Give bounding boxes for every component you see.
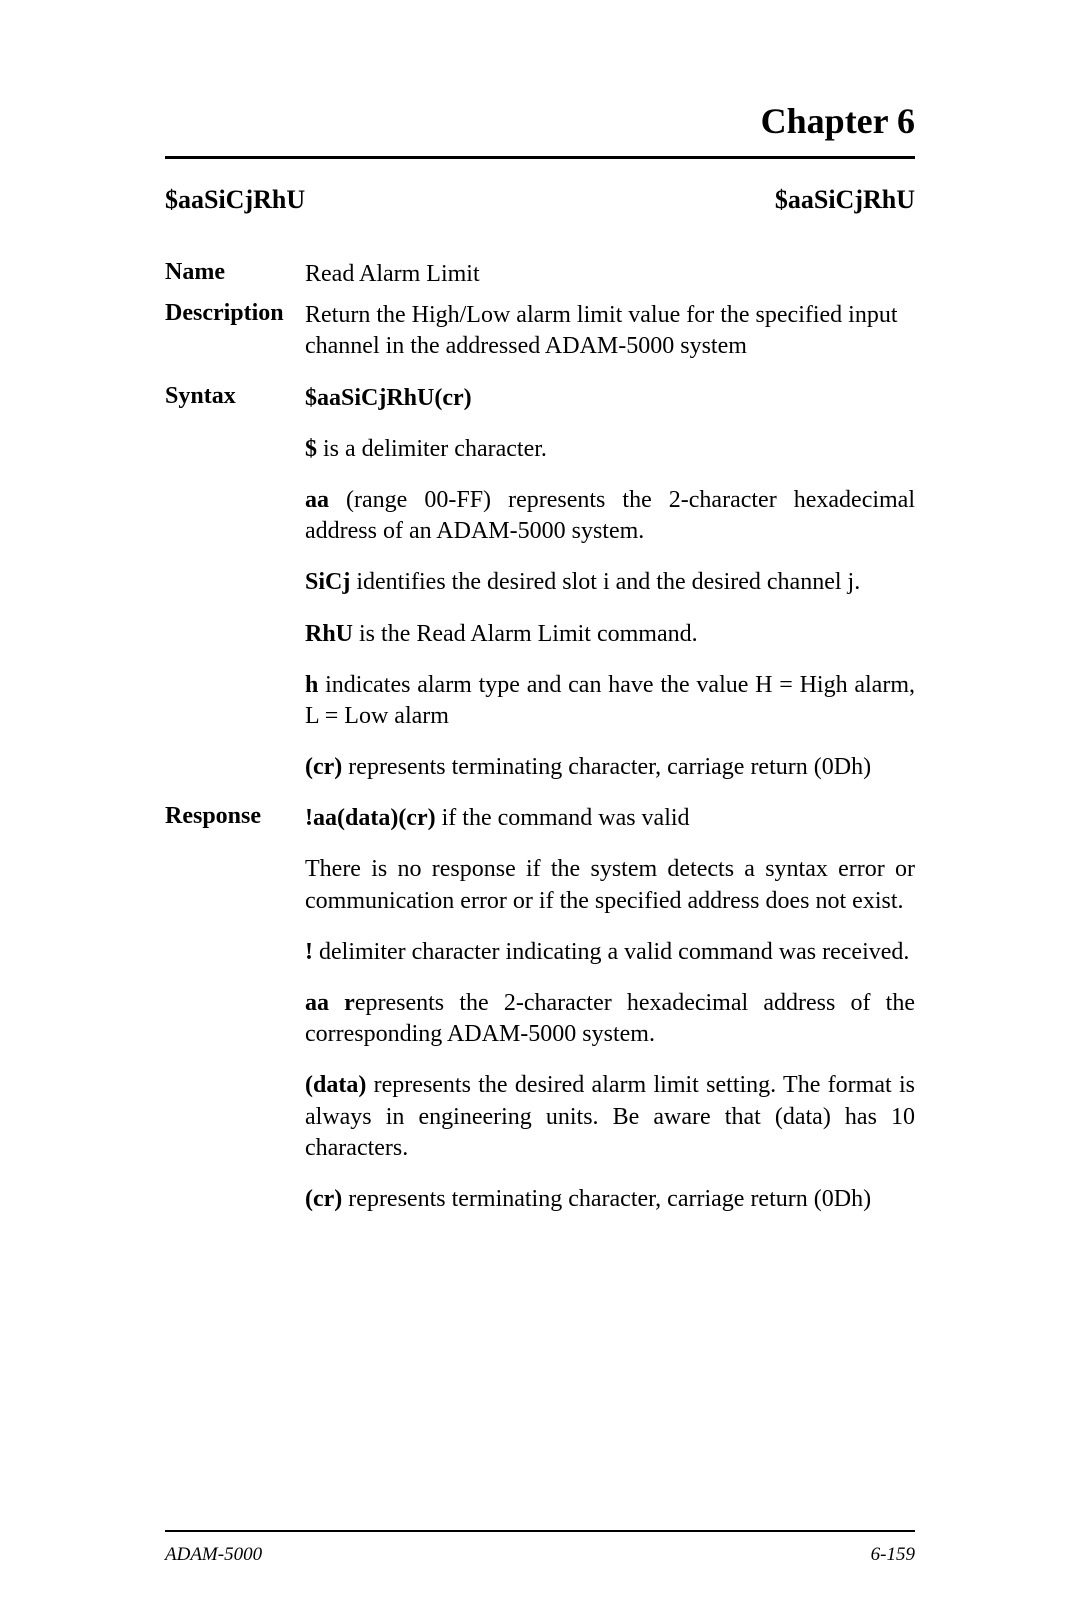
footer-right: 6-159: [871, 1544, 915, 1566]
value-description: Return the High/Low alarm limit value fo…: [305, 300, 915, 382]
definition-table: Name Read Alarm Limit Description Return…: [165, 259, 915, 1215]
label-response: Response: [165, 783, 305, 1215]
table-row: Syntax $aaSiCjRhU(cr) $ is a delimiter c…: [165, 383, 915, 784]
response-text: There is no response if the system detec…: [305, 854, 915, 916]
response-bold: !aa(data)(cr): [305, 805, 436, 831]
label-name: Name: [165, 259, 305, 300]
syntax-bold: h: [305, 672, 318, 698]
syntax-text: is the Read Alarm Limit command.: [353, 621, 698, 647]
response-bold: (cr): [305, 1186, 342, 1212]
syntax-bold: (cr): [305, 754, 342, 780]
label-syntax: Syntax: [165, 383, 305, 784]
syntax-bold: SiCj: [305, 569, 350, 595]
response-text: if the command was valid: [436, 805, 690, 831]
response-text: delimiter character indicating a valid c…: [313, 939, 909, 965]
divider-bottom: [165, 1530, 915, 1532]
divider-top: [165, 156, 915, 159]
value-syntax: $aaSiCjRhU(cr) $ is a delimiter characte…: [305, 383, 915, 784]
response-text: epresents the 2-character hexadecimal ad…: [305, 990, 915, 1047]
table-row: Name Read Alarm Limit: [165, 259, 915, 300]
response-bold: aa r: [305, 990, 355, 1016]
syntax-text: represents terminating character, carria…: [342, 754, 871, 780]
response-bold: !: [305, 939, 313, 965]
subhead-left: $aaSiCjRhU: [165, 185, 305, 215]
footer-left: ADAM-5000: [165, 1544, 262, 1566]
syntax-text: is a delimiter character.: [317, 436, 547, 462]
syntax-text: identifies the desired slot i and the de…: [350, 569, 860, 595]
label-description: Description: [165, 300, 305, 382]
table-row: Response !aa(data)(cr) if the command wa…: [165, 783, 915, 1215]
table-row: Description Return the High/Low alarm li…: [165, 300, 915, 382]
response-text: represents the desired alarm limit setti…: [305, 1072, 915, 1160]
syntax-text: (range 00-FF) represents the 2-character…: [305, 487, 915, 544]
value-response: !aa(data)(cr) if the command was valid T…: [305, 783, 915, 1215]
response-text: represents terminating character, carria…: [342, 1186, 871, 1212]
syntax-bold: RhU: [305, 621, 353, 647]
syntax-bold: $: [305, 436, 317, 462]
syntax-text: indicates alarm type and can have the va…: [305, 672, 915, 729]
value-name: Read Alarm Limit: [305, 259, 915, 300]
response-bold: (data): [305, 1072, 366, 1098]
subhead-right: $aaSiCjRhU: [775, 185, 915, 215]
syntax-bold: aa: [305, 487, 329, 513]
chapter-title: Chapter 6: [165, 100, 915, 142]
syntax-cmd: $aaSiCjRhU(cr): [305, 385, 472, 411]
